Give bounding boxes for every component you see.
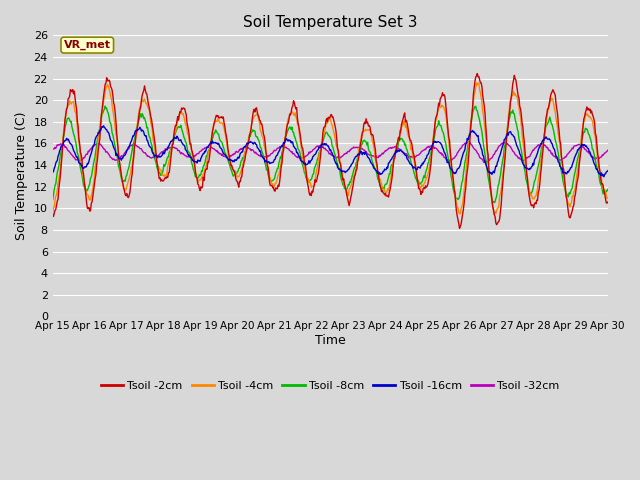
Title: Soil Temperature Set 3: Soil Temperature Set 3: [243, 15, 417, 30]
Text: VR_met: VR_met: [64, 40, 111, 50]
X-axis label: Time: Time: [315, 334, 346, 347]
Legend: Tsoil -2cm, Tsoil -4cm, Tsoil -8cm, Tsoil -16cm, Tsoil -32cm: Tsoil -2cm, Tsoil -4cm, Tsoil -8cm, Tsoi…: [96, 376, 564, 395]
Y-axis label: Soil Temperature (C): Soil Temperature (C): [15, 112, 28, 240]
